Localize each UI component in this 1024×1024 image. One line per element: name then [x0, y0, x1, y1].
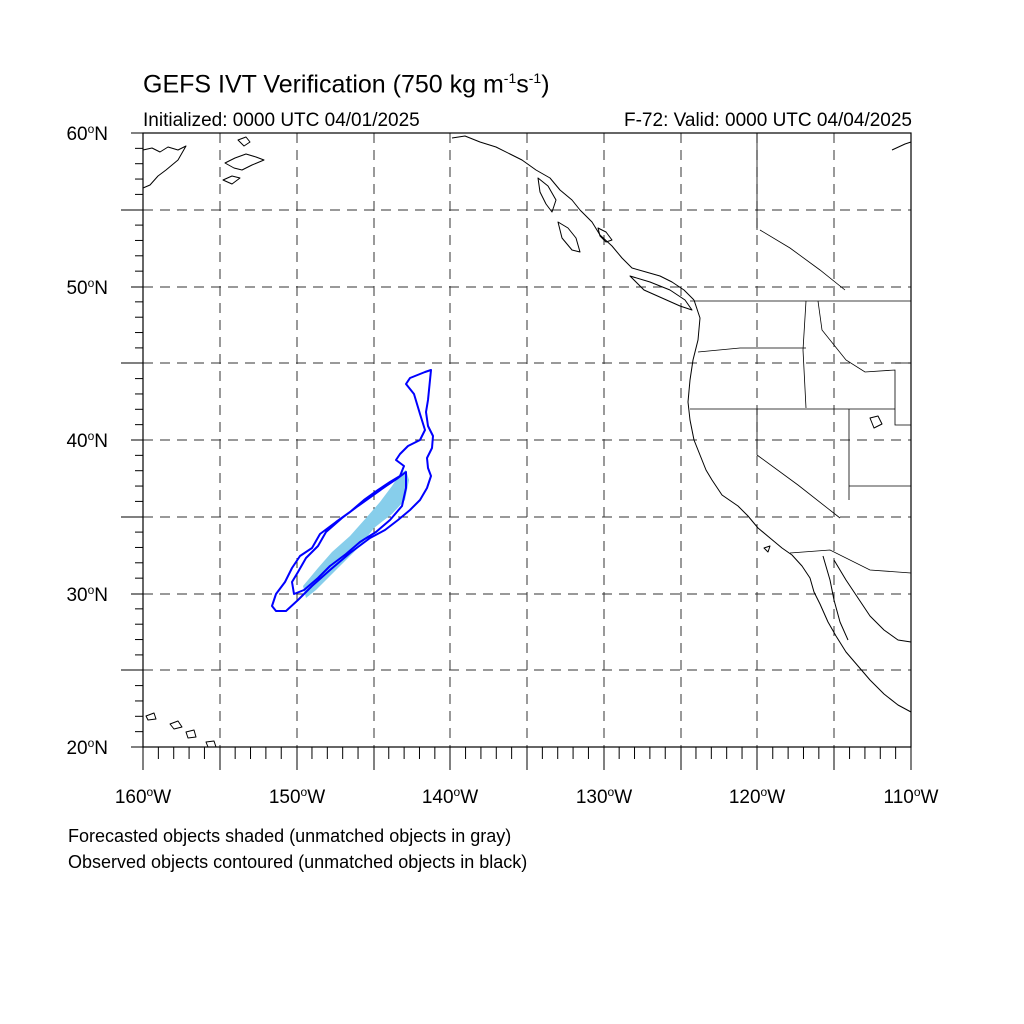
political-boundaries: [690, 133, 912, 574]
lat-label-60: 60oN: [66, 122, 108, 145]
lon-label-110: 110oW: [883, 785, 939, 808]
grid-lines: [143, 133, 911, 747]
caption-observed: Observed objects contoured (unmatched ob…: [68, 852, 528, 872]
lon-label-150: 150oW: [268, 785, 326, 808]
tick-marks: [121, 132, 912, 770]
lat-label-20: 20oN: [66, 736, 108, 759]
lon-label-130: 130oW: [575, 785, 633, 808]
map-title: GEFS IVT Verification (750 kg m-1s-1): [143, 70, 550, 99]
initialized-time: Initialized: 0000 UTC 04/01/2025: [143, 110, 420, 131]
minor-ticks: [135, 147, 897, 759]
lon-label-140: 140oW: [421, 785, 479, 808]
lon-label-120: 120oW: [728, 785, 786, 808]
lat-label-40: 40oN: [66, 429, 108, 452]
observed-object-contour: [271, 369, 434, 612]
valid-time: F-72: Valid: 0000 UTC 04/04/2025: [624, 110, 912, 131]
map-frame: [142, 132, 912, 748]
coastlines: [142, 135, 912, 748]
caption-forecast: Forecasted objects shaded (unmatched obj…: [68, 826, 512, 846]
lat-label-30: 30oN: [66, 583, 108, 606]
lon-label-160: 160oW: [114, 785, 172, 808]
lat-label-50: 50oN: [66, 276, 108, 299]
